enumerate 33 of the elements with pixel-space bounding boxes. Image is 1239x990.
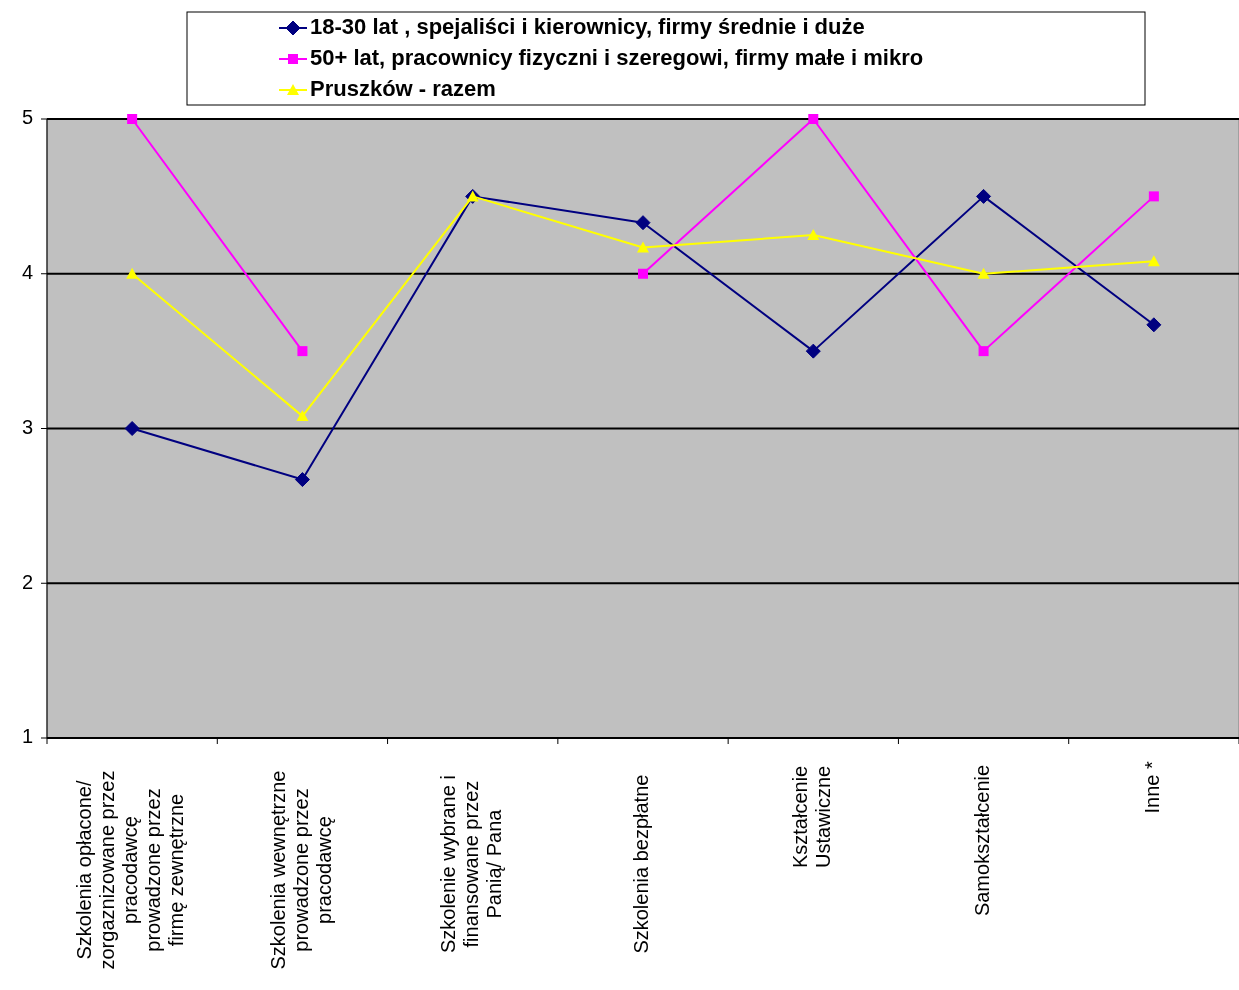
point bbox=[124, 421, 140, 436]
x-tick-label: Szkolenia opłacone/ zorgaznizowane przez pracodawcę prowadzone przez firmę zewnętrzne bbox=[73, 770, 188, 970]
point bbox=[808, 114, 819, 124]
point bbox=[297, 346, 308, 357]
point bbox=[978, 346, 989, 357]
x-tick-label: Inne * bbox=[1141, 761, 1164, 814]
y-tick-label: 2 bbox=[21, 570, 33, 593]
x-tick-label: Kształcenie Ustawiczne bbox=[789, 765, 835, 869]
point bbox=[1148, 191, 1159, 202]
y-tick-label: 3 bbox=[21, 415, 33, 438]
point bbox=[294, 472, 310, 488]
point bbox=[296, 410, 309, 422]
x-tick-label: Szkolenia bezpłatne bbox=[630, 774, 653, 954]
point bbox=[638, 268, 648, 279]
x-tick-label: Szkolenia wewnętrzne prowadzone przez pracodawcę bbox=[266, 770, 335, 970]
y-tick-label: 1 bbox=[21, 725, 33, 748]
point bbox=[635, 215, 651, 231]
y-tick-label: 5 bbox=[21, 106, 33, 129]
point bbox=[126, 267, 139, 279]
y-tick-label: 4 bbox=[21, 261, 33, 284]
point bbox=[807, 229, 820, 241]
point bbox=[127, 114, 138, 124]
x-tick-label: Szkolenie wybrane i finansowane przez Panią/ Pana bbox=[437, 775, 505, 954]
point bbox=[1146, 317, 1162, 333]
legend-label: Pruszków - razem bbox=[310, 75, 496, 101]
point bbox=[976, 188, 992, 204]
x-tick-label: Samokształcenie bbox=[970, 764, 993, 917]
point bbox=[805, 343, 821, 359]
point bbox=[1147, 255, 1160, 267]
point bbox=[637, 241, 649, 253]
legend-label: 50+ lat, pracownicy fizyczni i szeregowi, firmy małe i mikro bbox=[310, 44, 924, 70]
point bbox=[977, 267, 990, 279]
legend-label: 18-30 lat , spejaliści i kierownicy, firmy średnie i duże bbox=[310, 13, 865, 39]
